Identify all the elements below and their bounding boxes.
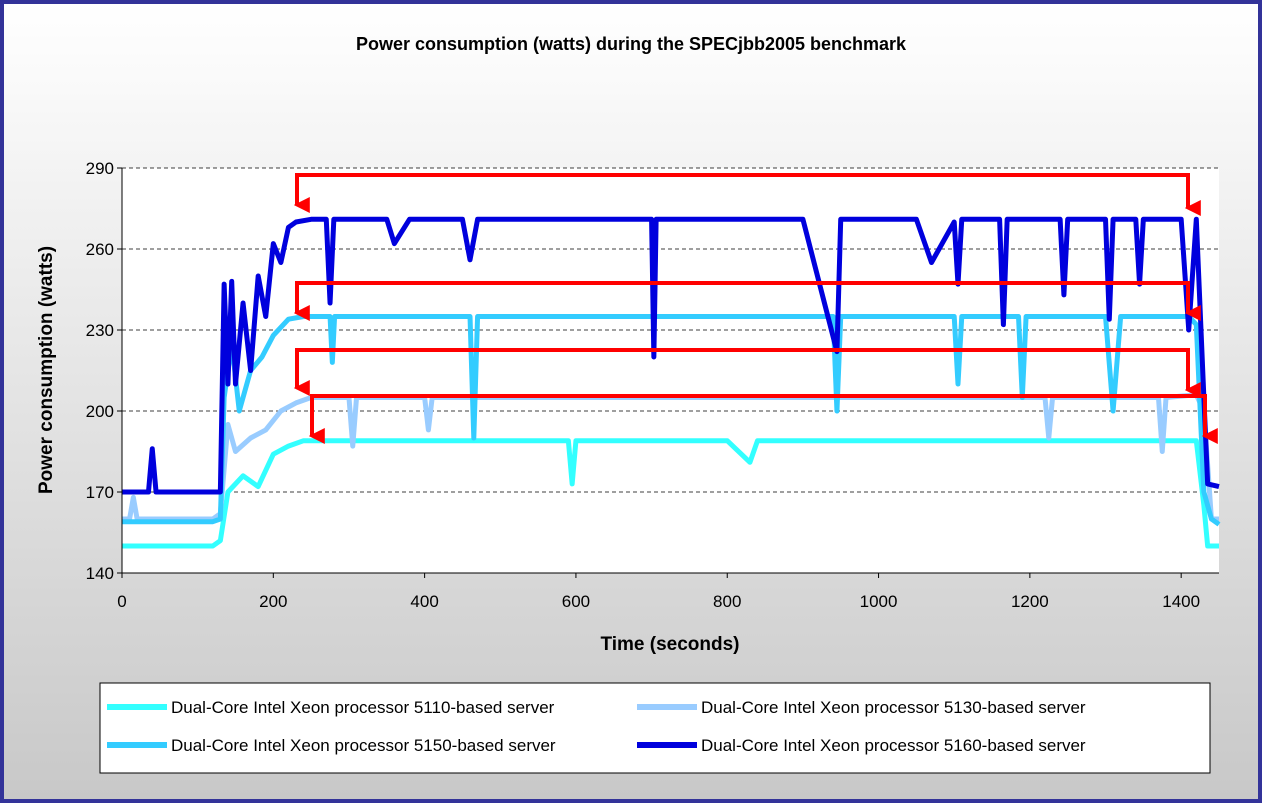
x-tick-label: 0 (117, 592, 126, 611)
x-tick-label: 200 (259, 592, 287, 611)
y-tick-label: 200 (86, 402, 114, 421)
plot-area (122, 168, 1219, 573)
y-tick-label: 290 (86, 159, 114, 178)
y-tick-label: 230 (86, 321, 114, 340)
legend-label: Dual-Core Intel Xeon processor 5150-base… (171, 736, 556, 755)
arrow (293, 281, 1201, 321)
series-line (122, 216, 1220, 495)
arrow (308, 394, 1218, 444)
arrow (293, 173, 1201, 216)
x-tick-label: 600 (562, 592, 590, 611)
x-tick-label: 1400 (1162, 592, 1200, 611)
annotation-arrows (293, 173, 1218, 444)
y-axis-label: Power consumption (watts) (36, 246, 57, 494)
legend-label: Dual-Core Intel Xeon processor 5160-base… (701, 736, 1086, 755)
x-axis-label: Time (seconds) (600, 634, 739, 655)
x-tick-label: 400 (410, 592, 438, 611)
y-tick-label: 140 (86, 564, 114, 583)
legend-label: Dual-Core Intel Xeon processor 5110-base… (171, 698, 555, 717)
x-tick-label: 1000 (860, 592, 898, 611)
x-tick-label: 800 (713, 592, 741, 611)
legend-label: Dual-Core Intel Xeon processor 5130-base… (701, 698, 1086, 717)
x-tick-label: 1200 (1011, 592, 1049, 611)
arrow (293, 348, 1201, 398)
y-tick-label: 170 (86, 483, 114, 502)
y-tick-label: 260 (86, 240, 114, 259)
legend (99, 682, 1211, 774)
chart-title: Power consumption (watts) during the SPE… (356, 34, 907, 54)
